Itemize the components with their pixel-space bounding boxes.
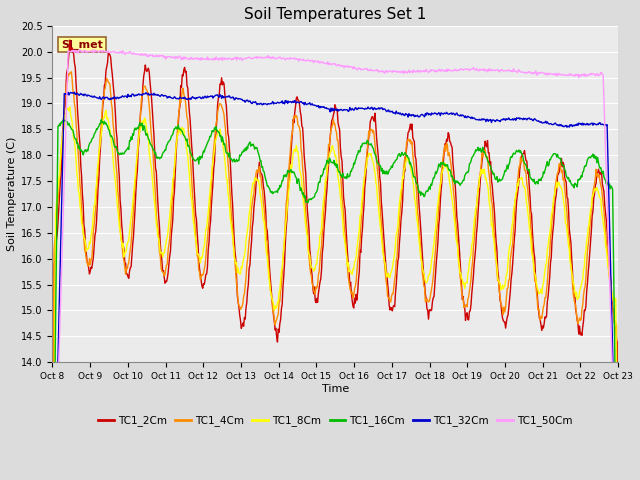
Text: SI_met: SI_met <box>61 39 103 49</box>
Y-axis label: Soil Temperature (C): Soil Temperature (C) <box>7 137 17 251</box>
Title: Soil Temperatures Set 1: Soil Temperatures Set 1 <box>244 7 426 22</box>
X-axis label: Time: Time <box>322 384 349 394</box>
Legend: TC1_2Cm, TC1_4Cm, TC1_8Cm, TC1_16Cm, TC1_32Cm, TC1_50Cm: TC1_2Cm, TC1_4Cm, TC1_8Cm, TC1_16Cm, TC1… <box>94 411 577 431</box>
